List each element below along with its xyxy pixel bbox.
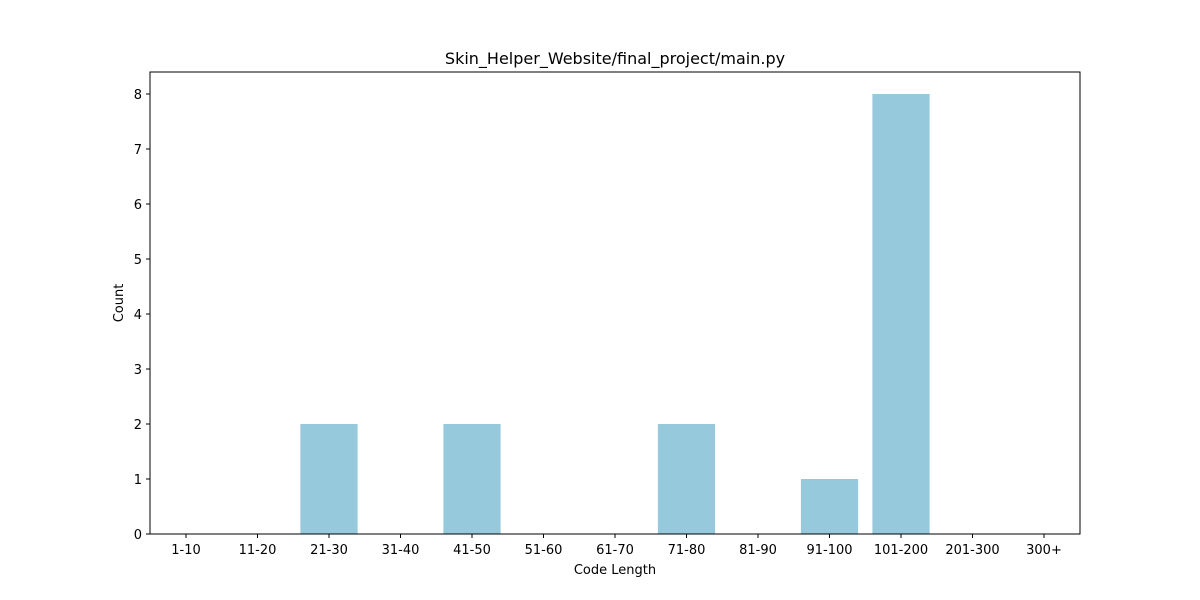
bar-21-30	[300, 424, 358, 534]
x-tick-label: 61-70	[596, 543, 634, 558]
bars	[300, 94, 930, 534]
x-tick-label: 11-20	[239, 543, 277, 558]
chart-title: Skin_Helper_Website/final_project/main.p…	[445, 49, 785, 69]
x-tick-label: 1-10	[171, 543, 201, 558]
x-tick-label: 101-200	[874, 543, 928, 558]
x-tick-label: 51-60	[525, 543, 563, 558]
x-tick-label: 201-300	[945, 543, 999, 558]
y-axis-ticks: 0 1 2 3 4 5 6 7 8	[134, 88, 150, 543]
x-tick-label: 31-40	[382, 543, 420, 558]
bar-91-100	[800, 479, 859, 534]
y-axis-label: Count	[112, 284, 127, 323]
y-tick-label: 2	[134, 418, 142, 433]
x-axis-label: Code Length	[574, 563, 656, 578]
x-tick-label: 71-80	[668, 543, 706, 558]
y-tick-label: 5	[134, 253, 142, 268]
y-tick-label: 8	[134, 88, 142, 103]
y-tick-label: 3	[134, 363, 142, 378]
x-tick-label: 91-100	[806, 543, 852, 558]
y-tick-label: 4	[134, 308, 142, 323]
y-tick-label: 1	[134, 473, 142, 488]
x-tick-label: 21-30	[310, 543, 348, 558]
y-tick-label: 7	[134, 143, 142, 158]
bar-101-200	[872, 94, 930, 534]
bar-41-50	[443, 424, 501, 534]
y-tick-label: 6	[134, 198, 142, 213]
plot-frame	[149, 71, 1081, 535]
bar-71-80	[657, 424, 716, 534]
x-tick-label: 41-50	[453, 543, 491, 558]
y-tick-label: 0	[134, 528, 142, 543]
x-tick-label: 81-90	[739, 543, 777, 558]
x-tick-label: 300+	[1026, 543, 1062, 558]
x-axis-ticks: 1-10 11-20 21-30 31-40 41-50 51-60 61-70 71-80 8…	[171, 534, 1062, 558]
